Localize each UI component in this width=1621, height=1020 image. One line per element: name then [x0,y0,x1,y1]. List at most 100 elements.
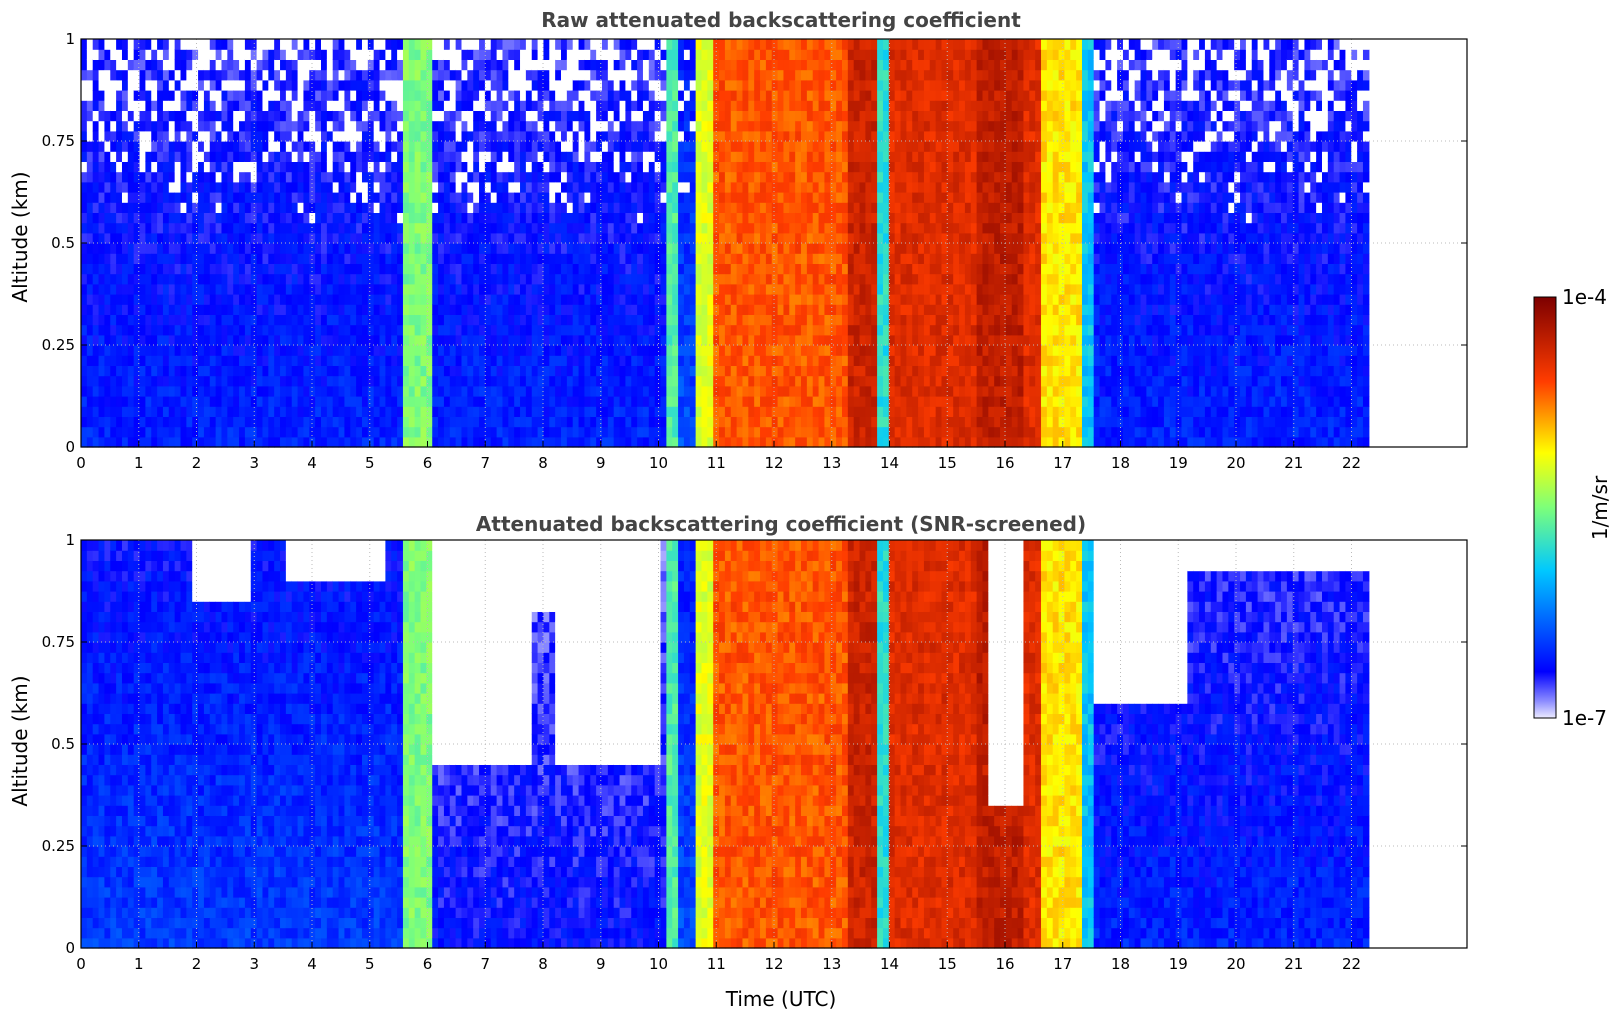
heatmap-cell [497,141,503,152]
heatmap-cell [502,100,508,111]
heatmap-cell [532,284,538,295]
heatmap-cell [526,110,532,121]
heatmap-cell [280,274,286,285]
heatmap-cell [99,161,105,172]
heatmap-cell [491,192,497,203]
heatmap-cell [450,233,456,244]
heatmap-cell [526,49,532,60]
heatmap-cell [415,274,421,285]
heatmap-cell [81,110,87,121]
heatmap-cell [344,121,350,132]
heatmap-cell [497,100,503,111]
heatmap-cell [110,243,116,254]
heatmap-cell [122,59,128,70]
heatmap-cell [298,304,304,315]
heatmap-cell [140,406,146,417]
heatmap-cell [333,141,339,152]
heatmap-cell [391,100,397,111]
heatmap-cell [461,202,467,213]
heatmap-cell [456,437,462,448]
heatmap-cell [81,376,87,387]
heatmap-cell [210,223,216,234]
heatmap-cell [245,151,251,162]
heatmap-cell [198,151,204,162]
heatmap-cell [485,141,491,152]
heatmap-cell [461,182,467,193]
heatmap-cell [502,335,508,346]
heatmap-cell [526,416,532,427]
heatmap-cell [239,365,245,376]
heatmap-cell [134,192,140,203]
heatmap-cell [409,345,415,356]
heatmap-cell [251,100,257,111]
heatmap-cell [181,131,187,142]
heatmap-cell [104,325,110,336]
heatmap-cell [526,437,532,448]
heatmap-cell [473,80,479,91]
heatmap-cell [116,274,122,285]
heatmap-cell [473,110,479,121]
heatmap-cell [508,406,514,417]
heatmap-cell [321,335,327,346]
heatmap-cell [303,223,309,234]
heatmap-cell [175,151,181,162]
heatmap-cell [104,335,110,346]
heatmap-cell [233,345,239,356]
heatmap-cell [380,365,386,376]
heatmap-cell [426,396,432,407]
heatmap-cell [467,80,473,91]
heatmap-cell [356,70,362,81]
heatmap-cell [122,110,128,121]
heatmap-cell [380,396,386,407]
heatmap-cell [163,110,169,121]
heatmap-cell [181,121,187,132]
heatmap-cell [192,325,198,336]
figure: Raw attenuated backscattering coefficien… [0,0,1621,1020]
heatmap-cell [315,172,321,183]
heatmap-cell [532,161,538,172]
heatmap-cell [216,121,222,132]
heatmap-cell [491,243,497,254]
heatmap-cell [257,202,263,213]
heatmap-cell [456,80,462,91]
heatmap-cell [198,376,204,387]
heatmap-cell [461,284,467,295]
heatmap-cell [122,233,128,244]
heatmap-cell [362,212,368,223]
heatmap-cell [245,90,251,101]
heatmap-cell [87,80,93,91]
heatmap-cell [181,59,187,70]
heatmap-cell [391,427,397,438]
heatmap-cell [362,365,368,376]
heatmap-cell [186,80,192,91]
heatmap-cell [514,325,520,336]
heatmap-cell [181,39,187,50]
heatmap-cell [239,243,245,254]
heatmap-cell [368,59,374,70]
heatmap-cell [350,365,356,376]
heatmap-cell [104,376,110,387]
heatmap-cell [192,233,198,244]
heatmap-cell [286,141,292,152]
heatmap-cell [216,386,222,397]
heatmap-cell [315,304,321,315]
heatmap-cell [403,151,409,162]
heatmap-cell [450,386,456,397]
heatmap-cell [227,253,233,264]
heatmap-cell [128,161,134,172]
heatmap-cell [122,427,128,438]
heatmap-cell [145,284,151,295]
heatmap-cell [409,406,415,417]
heatmap-cell [134,325,140,336]
heatmap-cell [403,345,409,356]
heatmap-cell [104,345,110,356]
heatmap-cell [87,314,93,325]
heatmap-cell [479,100,485,111]
heatmap-cell [104,386,110,397]
heatmap-cell [257,80,263,91]
heatmap-cell [163,416,169,427]
heatmap-cell [169,110,175,121]
heatmap-cell [344,243,350,254]
heatmap-cell [104,294,110,305]
heatmap-cell [110,314,116,325]
